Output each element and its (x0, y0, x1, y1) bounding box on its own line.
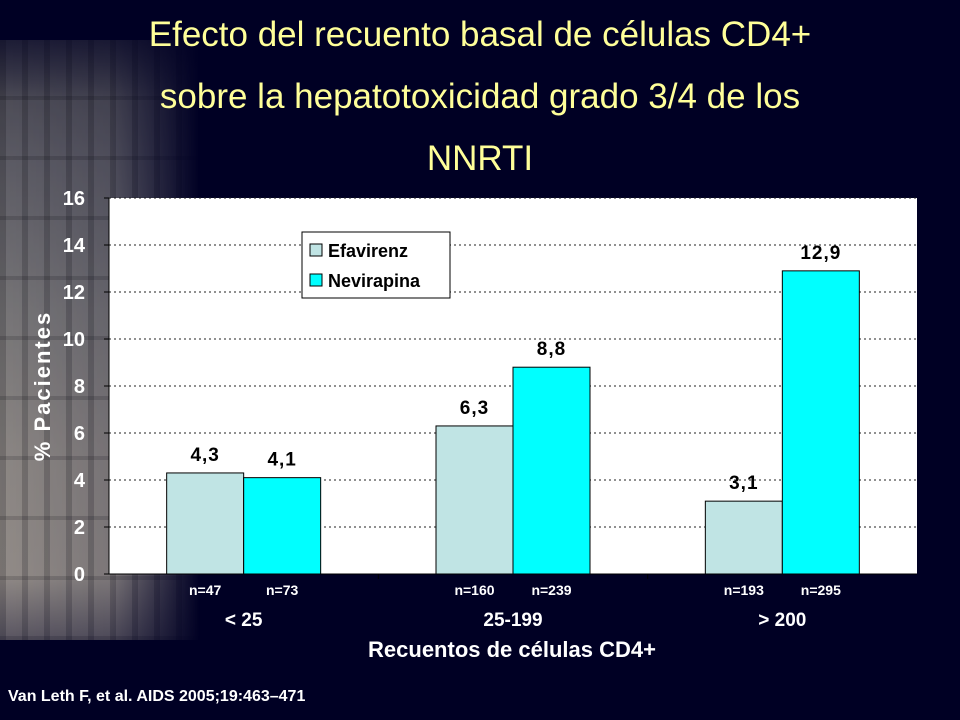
data-label: 4,1 (267, 450, 296, 471)
citation: Van Leth F, et al. AIDS 2005;19:463–471 (8, 688, 306, 705)
bar-nevirapina (512, 366, 591, 575)
n-label: n=160 (454, 582, 494, 598)
legend-swatch (309, 273, 323, 287)
y-tick-label: 8 (74, 376, 85, 398)
y-axis-title: % Pacientes (30, 311, 55, 461)
title-line-1: Efecto del recuento basal de células CD4… (148, 15, 812, 54)
legend-label: Efavirenz (328, 241, 408, 261)
bar-nevirapina (243, 477, 322, 575)
category-label: < 25 (225, 610, 263, 631)
bar-nevirapina (781, 270, 860, 575)
y-tick-label: 10 (63, 329, 85, 351)
n-label: n=73 (266, 582, 299, 598)
title-line-3: NNRTI (426, 139, 534, 178)
y-tick-label: 6 (74, 423, 85, 445)
legend-box (301, 231, 451, 299)
y-tick-label: 4 (74, 470, 86, 492)
bar-efavirenz (166, 472, 245, 575)
y-tick-label: 2 (74, 517, 85, 539)
data-label: 3,1 (729, 473, 758, 494)
data-label: 6,3 (460, 398, 489, 419)
y-tick-label: 14 (63, 235, 86, 257)
title-line-2: sobre la hepatotoxicidad grado 3/4 de lo… (159, 77, 801, 116)
bar-efavirenz (435, 425, 514, 575)
category-label: 25-199 (483, 610, 542, 631)
data-label: 12,9 (800, 243, 841, 264)
n-label: n=193 (724, 582, 764, 598)
data-label: 4,3 (190, 445, 219, 466)
slide-title: Efecto del recuento basal de células CD4… (40, 4, 920, 190)
y-tick-label: 16 (63, 188, 85, 210)
y-tick-label: 12 (63, 282, 85, 304)
x-axis-title: Recuentos de células CD4+ (368, 637, 656, 662)
n-label: n=47 (189, 582, 222, 598)
category-label: > 200 (758, 610, 806, 631)
legend-swatch (309, 243, 323, 257)
n-label: n=295 (801, 582, 841, 598)
y-tick-label: 0 (74, 564, 85, 586)
bar-efavirenz (704, 500, 783, 575)
data-label: 8,8 (537, 339, 566, 360)
legend-label: Nevirapina (328, 271, 421, 291)
n-label: n=239 (531, 582, 571, 598)
